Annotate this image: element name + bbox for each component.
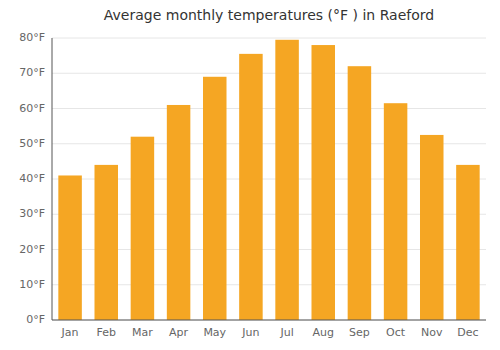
chart-container: 0°F 10°F 20°F 30°F 40°F 50°F 60°F 70°F 80°F Jan Fe…	[0, 0, 500, 350]
grid-line	[52, 38, 486, 39]
x-tick-label: Oct	[386, 326, 406, 339]
bar	[420, 135, 444, 320]
x-tick-label: Apr	[169, 326, 189, 339]
bar	[384, 103, 408, 320]
x-axis: Jan Feb Mar Apr May Jun Jul Aug Sep Oct Nov Dec	[61, 326, 479, 339]
bar	[275, 40, 299, 320]
bar	[311, 45, 335, 320]
y-tick-label: 0°F	[26, 313, 45, 326]
bar	[131, 137, 155, 320]
grid-line	[52, 73, 486, 74]
y-tick-label: 20°F	[19, 243, 45, 256]
bar	[203, 77, 227, 320]
y-tick-label: 70°F	[19, 66, 45, 79]
y-axis-line	[52, 38, 53, 320]
grid-line	[52, 108, 486, 109]
grid-line	[52, 320, 486, 321]
x-tick-label: Mar	[132, 326, 153, 339]
bar	[456, 165, 480, 320]
x-axis-line	[52, 320, 486, 321]
bars	[58, 40, 479, 320]
bar	[167, 105, 191, 320]
x-tick-label: Aug	[313, 326, 334, 339]
page: {"chart_data": {"type": "bar", "title": …	[0, 0, 500, 350]
y-grid	[52, 38, 486, 320]
y-tick-label: 30°F	[19, 207, 45, 220]
y-tick-label: 40°F	[19, 172, 45, 185]
x-tick-label: Nov	[421, 326, 443, 339]
x-tick-label: Dec	[457, 326, 478, 339]
y-tick-label: 80°F	[19, 31, 45, 44]
bar	[348, 66, 372, 320]
x-tick-label: Sep	[349, 326, 370, 339]
bar	[58, 175, 82, 320]
x-tick-label: Jan	[61, 326, 79, 339]
x-tick-label: May	[203, 326, 226, 339]
bar	[94, 165, 118, 320]
chart: 0°F 10°F 20°F 30°F 40°F 50°F 60°F 70°F 80°F Jan Fe…	[0, 0, 500, 350]
y-tick-label: 50°F	[19, 137, 45, 150]
x-tick-label: Jun	[241, 326, 259, 339]
title: Average monthly temperatures (°F ) in Ra…	[104, 7, 434, 23]
x-tick-label: Jul	[279, 326, 293, 339]
y-tick-label: 10°F	[19, 278, 45, 291]
bar	[239, 54, 263, 320]
y-axis: 0°F 10°F 20°F 30°F 40°F 50°F 60°F 70°F 80°F	[19, 31, 45, 326]
x-tick-label: Feb	[97, 326, 116, 339]
y-tick-label: 60°F	[19, 102, 45, 115]
